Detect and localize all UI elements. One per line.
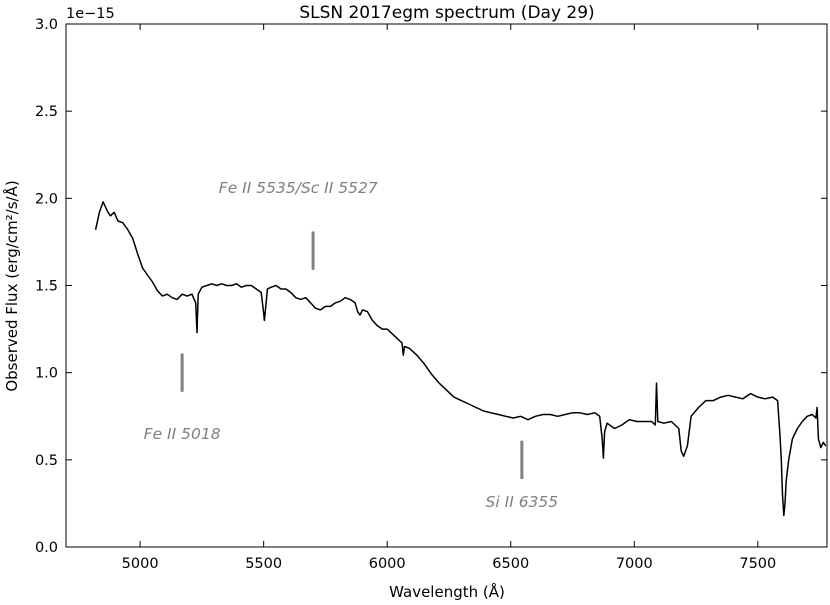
plot-frame <box>65 23 828 548</box>
y-tick-label: 0.5 <box>35 453 58 469</box>
annotation-label: Fe II 5018 <box>144 425 221 443</box>
chart-title: SLSN 2017egm spectrum (Day 29) <box>299 3 594 23</box>
y-tick-label: 2.5 <box>35 104 58 120</box>
x-axis: 5000 5500 6000 6500 7000 7500 <box>122 24 776 572</box>
y-scale-label: 1e−15 <box>66 6 115 22</box>
y-axis: 0.0 0.5 1.0 1.5 2.0 2.5 3.0 <box>35 17 827 556</box>
x-tick-label: 7000 <box>616 556 653 572</box>
x-tick-label: 5500 <box>245 556 282 572</box>
y-tick-label: 2.0 <box>35 191 58 207</box>
line-annotations: Fe II 5535/Sc II 5527 Fe II 5018 Si II 635… <box>144 179 558 511</box>
annotation-label: Fe II 5535/Sc II 5527 <box>219 179 378 197</box>
y-tick-label: 3.0 <box>35 17 58 33</box>
x-tick-label: 5000 <box>122 556 159 572</box>
x-axis-label: Wavelength (Å) <box>389 582 505 601</box>
x-tick-label: 7500 <box>739 556 776 572</box>
x-tick-label: 6500 <box>492 556 529 572</box>
y-axis-label: Observed Flux (erg/cm²/s/Å) <box>2 180 21 391</box>
spectrum-line <box>94 201 827 517</box>
y-tick-label: 1.5 <box>35 279 58 295</box>
y-tick-label: 1.0 <box>35 366 58 382</box>
y-tick-label: 0.0 <box>35 540 58 556</box>
x-tick-label: 6000 <box>369 556 406 572</box>
annotation-label: Si II 6355 <box>486 493 559 511</box>
